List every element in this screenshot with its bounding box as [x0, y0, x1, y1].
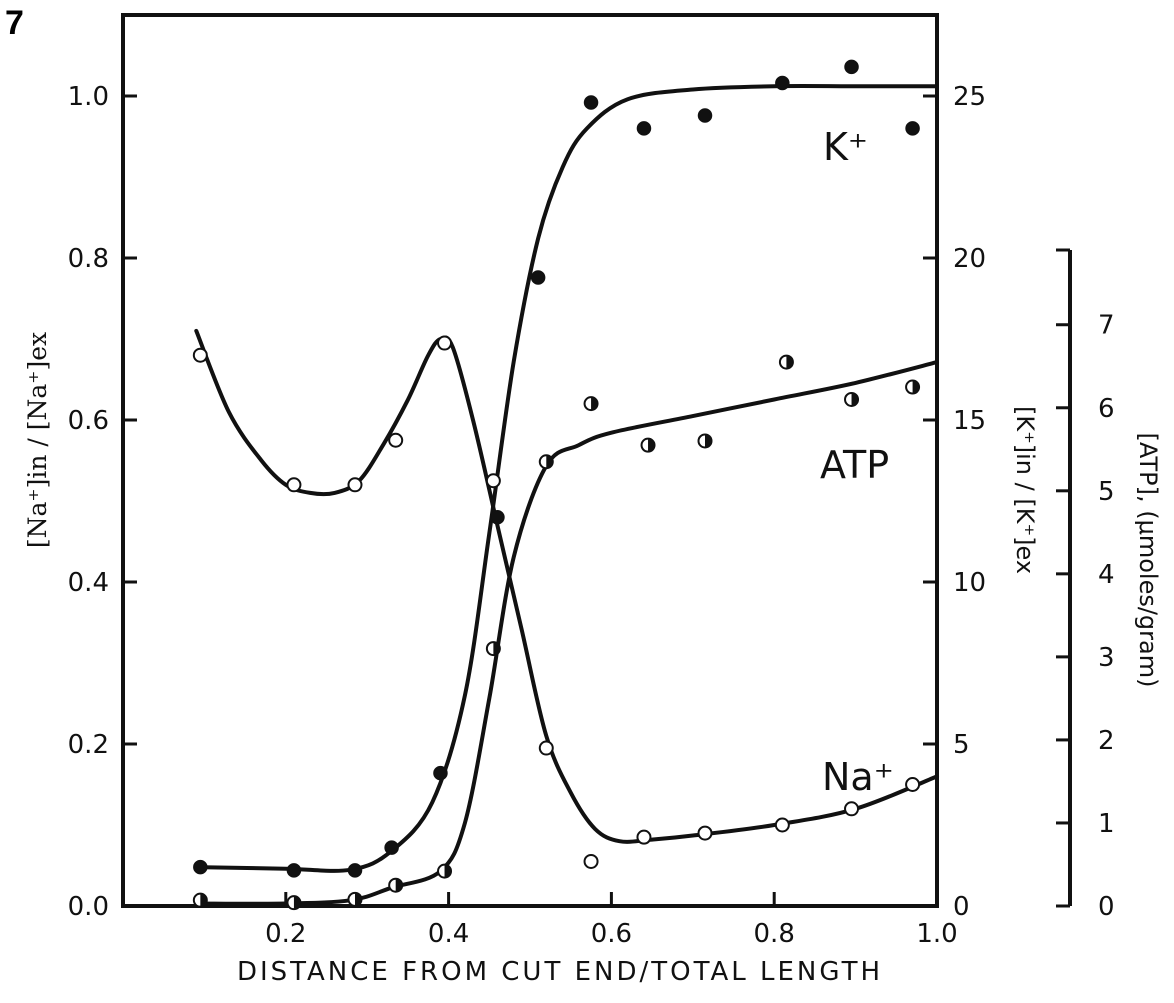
x-axis-title: DISTANCE FROM CUT END/TOTAL LENGTH	[237, 957, 883, 987]
k-data-point	[347, 863, 363, 878]
na-data-point	[192, 347, 208, 363]
atp-data-point	[640, 437, 656, 453]
k-data-point	[490, 509, 505, 525]
na-data-point	[905, 777, 921, 792]
na-data-point	[583, 853, 599, 869]
atp-axis-tick-label: 2	[1098, 726, 1115, 756]
atp-data-point	[286, 895, 302, 911]
k-data-point	[193, 859, 208, 875]
na-data-point	[538, 740, 554, 756]
k-axis-tick-label: 5	[953, 730, 970, 760]
k-ratio-axis: 0 5 10 15 20 25	[923, 82, 986, 922]
x-tick-label: 1.0	[916, 919, 957, 949]
atp-data-point-half-fill	[591, 397, 598, 411]
atp-data-point-half-fill	[648, 438, 655, 452]
k-axis-tick-label: 20	[953, 244, 986, 274]
atp-data-point-half-fill	[705, 434, 712, 448]
atp-axis-tick-label: 7	[1098, 311, 1115, 341]
k-data-point	[433, 765, 448, 781]
atp-axis-tick-label: 1	[1098, 809, 1115, 839]
k-data-point	[905, 121, 920, 136]
k-data-point	[775, 75, 790, 91]
na-data-point	[437, 335, 453, 351]
atp-axis-tick-label: 0	[1098, 892, 1115, 922]
fit-curve-atp	[194, 360, 939, 906]
k-axis-tick-label: 25	[953, 82, 986, 112]
atp-data-point-half-fill	[786, 355, 793, 369]
atp-axis-tick-label: 3	[1098, 643, 1115, 673]
k-data-point	[384, 840, 399, 855]
atp-axis-tick-label: 5	[1098, 477, 1115, 507]
series-label-k: K⁺	[823, 125, 868, 169]
k-axis-tick-label: 15	[953, 406, 986, 436]
k-axis-tick-label: 10	[953, 568, 986, 598]
left-y-tick-label: 0.0	[68, 892, 109, 922]
atp-data-point-half-fill	[912, 380, 920, 394]
left-y-axis-title: [Na⁺]in / [Na⁺]ex	[23, 332, 52, 548]
fit-curve-left	[194, 328, 939, 844]
atp-data-point	[778, 354, 794, 370]
atp-axis-tick-label: 4	[1098, 560, 1115, 590]
series-label-na: Na⁺	[822, 755, 894, 799]
left-y-tick-label: 1.0	[68, 82, 109, 112]
atp-data-point-half-fill	[354, 892, 362, 906]
na-data-point	[485, 473, 501, 489]
x-tick-label: 0.8	[754, 919, 795, 949]
atp-data-point	[905, 379, 921, 395]
na-data-point	[844, 801, 860, 817]
plot-frame	[121, 13, 939, 908]
atp-data-point-half-fill	[293, 896, 301, 910]
atp-data-point	[388, 877, 404, 893]
x-tick-label: 0.2	[265, 919, 306, 949]
na-data-point	[697, 825, 713, 841]
na-data-point	[286, 477, 302, 493]
atp-data-point	[697, 433, 713, 449]
k-data-point	[530, 270, 546, 285]
atp-data-point-half-fill	[493, 642, 500, 656]
data-points	[192, 59, 921, 911]
figure-number: 7	[5, 4, 24, 42]
k-data-point	[697, 108, 713, 123]
atp-data-point-half-fill	[444, 864, 452, 878]
x-tick-label: 0.6	[591, 919, 632, 949]
fit-curves	[194, 84, 939, 906]
atp-data-point-half-fill	[851, 392, 859, 406]
x-axis: 0.2 0.4 0.6 0.8 1.0	[265, 892, 958, 949]
na-data-point	[636, 829, 652, 845]
atp-axis: 0 1 2 3 4 5 6 7	[1056, 248, 1115, 922]
atp-data-point	[485, 641, 501, 657]
atp-data-point	[192, 892, 208, 908]
left-y-tick-label: 0.2	[68, 730, 109, 760]
left-y-tick-label: 0.4	[68, 568, 109, 598]
atp-data-point-half-fill	[200, 893, 207, 907]
k-axis-tick-label: 0	[953, 892, 970, 922]
atp-axis-tick-label: 6	[1098, 394, 1115, 424]
k-data-point	[636, 121, 652, 136]
atp-data-point	[844, 391, 860, 407]
atp-data-point	[538, 454, 554, 470]
left-y-axis: 0.0 0.2 0.4 0.6 0.8 1.0	[68, 82, 137, 922]
atp-data-point-half-fill	[395, 878, 403, 892]
na-data-point	[347, 477, 363, 493]
atp-data-point	[437, 863, 453, 879]
na-data-point	[774, 817, 790, 833]
k-data-point	[844, 59, 859, 75]
series-label-atp: ATP	[820, 443, 889, 487]
k-data-point	[583, 95, 599, 110]
left-y-tick-label: 0.8	[68, 244, 109, 274]
fit-curve-k	[194, 84, 939, 873]
k-data-point	[286, 863, 302, 878]
na-data-point	[388, 432, 404, 448]
atp-data-point-half-fill	[546, 455, 553, 469]
atp-axis-title: [ATP], (μmoles/gram)	[1134, 433, 1162, 688]
x-tick-label: 0.4	[428, 919, 469, 949]
atp-data-point	[347, 891, 363, 907]
atp-data-point	[583, 396, 599, 412]
k-axis-title: [K⁺]in / [K⁺]ex	[1011, 406, 1039, 574]
left-y-tick-label: 0.6	[68, 406, 109, 436]
